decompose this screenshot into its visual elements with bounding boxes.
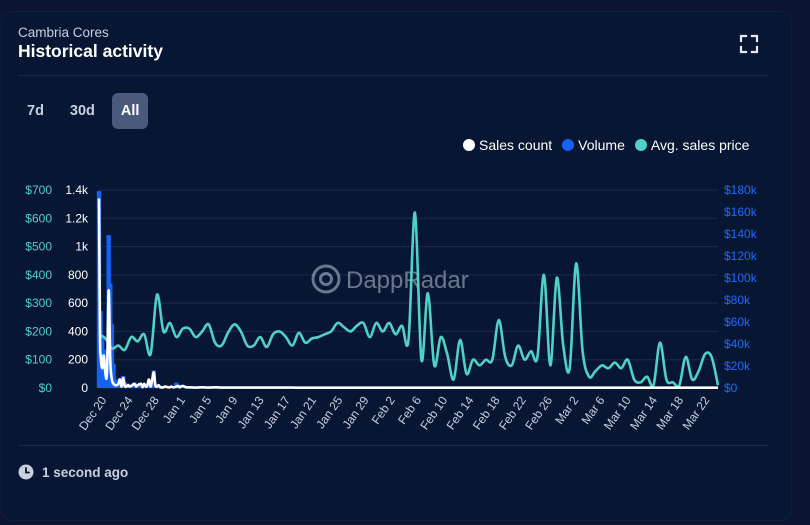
x-axis-tick: Jan 25 xyxy=(313,393,345,431)
watermark-text: DappRadar xyxy=(346,267,469,294)
collection-name: Cambria Cores xyxy=(18,25,109,40)
y-axis-price-tick: $400 xyxy=(25,268,52,282)
last-updated: 1 second ago xyxy=(18,464,128,480)
y-axis-count-tick: 600 xyxy=(68,296,88,310)
y-axis-price-tick: $0 xyxy=(39,381,53,395)
legend-avg-price-label: Avg. sales price xyxy=(650,137,750,153)
watermark-logo xyxy=(311,264,341,294)
avg-price-line xyxy=(98,211,720,388)
y-axis-price-tick: $300 xyxy=(25,296,52,310)
y-axis-count-tick: 200 xyxy=(68,353,88,367)
y-axis-price-tick: $700 xyxy=(25,183,52,197)
legend-avg-price-dot xyxy=(634,139,647,151)
legend-sales-count-dot xyxy=(463,139,475,151)
last-updated-text: 1 second ago xyxy=(42,464,129,480)
y-axis-count-tick: 1.4k xyxy=(65,183,89,197)
x-axis-tick: Jan 17 xyxy=(261,393,293,431)
y-axis-volume-tick: $180k xyxy=(724,183,758,197)
y-axis-price-tick: $100 xyxy=(25,353,52,367)
y-axis-count-tick: 0 xyxy=(81,381,88,395)
y-axis-count-tick: 1.2k xyxy=(65,211,89,225)
y-axis-volume-tick: $60k xyxy=(724,315,751,329)
legend-sales-count[interactable]: Sales count xyxy=(463,137,552,153)
x-axis-tick: Jan 13 xyxy=(235,393,267,431)
y-axis-price-tick: $200 xyxy=(25,324,52,338)
card-title: Historical activity xyxy=(18,41,163,61)
volume-bar xyxy=(109,324,115,388)
x-axis-tick: Mar 2 xyxy=(552,393,581,426)
legend-volume[interactable]: Volume xyxy=(562,137,625,153)
x-axis-tick: Jan 29 xyxy=(339,393,371,431)
y-axis-volume-tick: $160k xyxy=(724,205,758,219)
y-axis-price-tick: $500 xyxy=(25,240,52,254)
x-axis-tick: Feb 2 xyxy=(369,393,398,426)
y-axis-price-tick: $600 xyxy=(25,211,52,225)
footer-divider xyxy=(18,445,769,446)
x-axis-tick: Jan 21 xyxy=(287,393,319,431)
y-axis-volume-tick: $0 xyxy=(724,381,738,395)
expand-icon[interactable] xyxy=(738,33,760,55)
x-axis-tick: Jan 1 xyxy=(160,393,188,425)
header-divider xyxy=(18,75,769,76)
y-axis-volume-tick: $120k xyxy=(724,249,758,263)
x-axis-tick: Feb 26 xyxy=(522,393,555,432)
sales-count-line xyxy=(97,198,718,390)
legend-volume-label: Volume xyxy=(578,137,625,153)
legend-sales-count-label: Sales count xyxy=(479,137,553,153)
volume-bar xyxy=(111,363,116,388)
legend-avg-price[interactable]: Avg. sales price xyxy=(634,137,750,153)
y-axis-volume-tick: $100k xyxy=(724,271,758,285)
x-axis-tick: Dec 28 xyxy=(129,393,162,432)
tab-30d[interactable]: 30d xyxy=(69,103,95,119)
tab-7d[interactable]: 7d xyxy=(27,103,44,119)
y-axis-count-tick: 400 xyxy=(68,324,88,338)
y-axis-count-tick: 1k xyxy=(75,240,89,254)
legend-volume-dot xyxy=(562,139,575,151)
clock-icon xyxy=(18,464,34,480)
chart-legend: Sales count Volume Avg. sales price xyxy=(463,137,749,153)
x-axis-tick: Jan 5 xyxy=(186,393,214,425)
y-axis-volume-tick: $80k xyxy=(724,293,751,307)
time-range-tabs: 7d 30d All xyxy=(18,93,149,129)
y-axis-count-tick: 800 xyxy=(68,268,88,282)
x-axis-tick: Mar 22 xyxy=(680,393,713,432)
tab-all[interactable]: All xyxy=(111,93,149,129)
y-axis-volume-tick: $20k xyxy=(724,359,751,373)
y-axis-volume-tick: $40k xyxy=(724,337,751,351)
y-axis-volume-tick: $140k xyxy=(724,227,758,241)
